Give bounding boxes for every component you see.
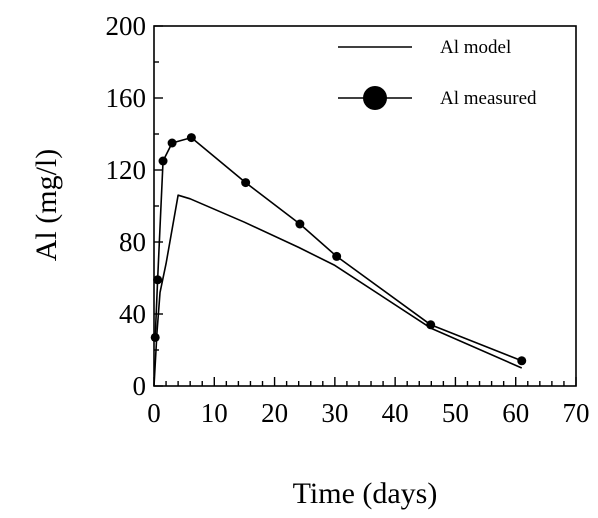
measured-line [154,136,523,362]
x-axis-label: Time (days) [293,477,438,510]
y-tick-label: 120 [106,155,147,185]
measured-point [153,275,163,285]
y-axis-label: Al (mg/l) [30,149,63,262]
legend-measured-label: Al measured [440,88,537,109]
plot-frame [153,25,577,387]
measured-point [241,178,251,188]
x-tick-label: 40 [382,398,409,428]
x-tick-label: 10 [201,398,228,428]
x-tick-label: 70 [563,398,590,428]
legend: Al model Al measured [338,37,537,110]
model-line [153,194,523,387]
y-axis-ticks: 0 40 80 120 160 200 [106,11,163,401]
x-tick-label: 50 [442,398,469,428]
y-tick-label: 160 [106,83,147,113]
y-tick-label: 200 [106,11,147,41]
measured-point [332,251,342,261]
measured-point [426,320,436,330]
legend-model-label: Al model [440,37,511,58]
measured-point [186,133,196,143]
x-tick-label: 20 [261,398,288,428]
measured-point [295,219,305,229]
legend-measured-marker [363,86,387,110]
measured-point [158,156,168,166]
measured-point [517,356,527,366]
plot-area [153,25,577,387]
measured-point [167,138,177,148]
x-tick-label: 30 [321,398,348,428]
y-tick-label: 80 [119,227,146,257]
series-layer [150,133,527,387]
measured-point [150,332,160,342]
y-tick-label: 40 [119,299,146,329]
x-tick-label: 60 [502,398,529,428]
x-axis-ticks: 0 10 20 30 40 50 60 70 [147,377,590,428]
y-tick-label: 0 [133,371,147,401]
x-tick-label: 0 [147,398,161,428]
